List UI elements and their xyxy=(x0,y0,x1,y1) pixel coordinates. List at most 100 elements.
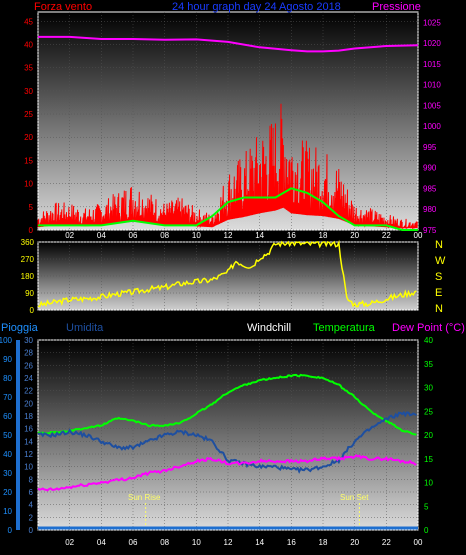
pressure-y-tick: 1005 xyxy=(423,101,441,110)
wind-left-label: Forza vento xyxy=(34,1,92,13)
rain-y-tick: 70 xyxy=(3,393,12,402)
x-tick: 08 xyxy=(160,538,169,547)
direction-y-tick: 0 xyxy=(30,306,35,315)
windchill-label: Windchill xyxy=(247,322,291,334)
rain-y-tick: 80 xyxy=(3,374,12,383)
x-tick: 12 xyxy=(224,538,233,547)
rain-y-tick: 50 xyxy=(3,431,12,440)
compass-label: W xyxy=(435,255,446,267)
x-tick: 04 xyxy=(97,538,106,547)
x-tick: 08 xyxy=(160,231,169,240)
humidity-y-tick: 20 xyxy=(24,399,33,408)
rain-y-tick: 100 xyxy=(0,336,13,345)
dewpoint-label: Dew Point (°C) xyxy=(392,322,465,334)
compass-label: N xyxy=(435,239,443,251)
temperature-label: Temperatura xyxy=(313,322,376,334)
direction-y-tick: 360 xyxy=(21,238,35,247)
temp-y-tick: 10 xyxy=(424,479,433,488)
wind-y-tick: 10 xyxy=(24,180,33,189)
humidity-y-tick: 6 xyxy=(29,488,34,497)
rain-y-tick: 40 xyxy=(3,450,12,459)
wind-y-tick: 40 xyxy=(24,40,33,49)
pressure-y-tick: 975 xyxy=(423,226,437,235)
wind-y-tick: 0 xyxy=(29,226,34,235)
humidity-y-tick: 14 xyxy=(24,437,33,446)
series-wind-average xyxy=(38,187,418,231)
sunrise-label: Sun Rise xyxy=(128,493,161,502)
humidity-y-tick: 16 xyxy=(24,425,33,434)
humidity-y-tick: 30 xyxy=(24,336,33,345)
x-tick: 22 xyxy=(382,538,391,547)
humidity-y-tick: 0 xyxy=(29,526,34,535)
x-tick: 10 xyxy=(192,538,201,547)
pressure-y-tick: 985 xyxy=(423,184,437,193)
x-tick: 00 xyxy=(414,538,423,547)
temp-y-tick: 40 xyxy=(424,336,433,345)
x-tick: 20 xyxy=(350,231,359,240)
wind-y-tick: 45 xyxy=(24,17,33,26)
x-tick: 02 xyxy=(65,538,74,547)
x-tick: 22 xyxy=(382,231,391,240)
rain-y-tick: 30 xyxy=(3,469,12,478)
pressure-y-tick: 1010 xyxy=(423,81,441,90)
direction-y-tick: 90 xyxy=(25,289,34,298)
x-tick: 18 xyxy=(319,231,328,240)
wind-chart-title: 24 hour graph day 24 Agosto 2018 xyxy=(172,1,341,13)
temp-y-tick: 30 xyxy=(424,384,433,393)
x-tick: 14 xyxy=(255,231,264,240)
x-tick: 16 xyxy=(287,538,296,547)
humidity-y-tick: 2 xyxy=(29,513,34,522)
humidity-y-tick: 10 xyxy=(24,463,33,472)
temp-y-tick: 25 xyxy=(424,407,433,416)
wind-y-tick: 35 xyxy=(24,64,33,73)
compass-label: N xyxy=(435,303,443,315)
humidity-y-tick: 24 xyxy=(24,374,33,383)
temp-panel-background xyxy=(37,339,419,531)
pressure-label: Pressione xyxy=(372,1,421,13)
x-tick: 10 xyxy=(192,231,201,240)
compass-label: E xyxy=(435,287,442,299)
sunset-label: Sun Set xyxy=(340,493,369,502)
wind-y-tick: 25 xyxy=(24,110,33,119)
humidity-y-tick: 28 xyxy=(24,349,33,358)
humidity-y-tick: 26 xyxy=(24,361,33,370)
pressure-y-tick: 995 xyxy=(423,143,437,152)
rain-label: Pioggia xyxy=(1,322,39,334)
humidity-label: Umidita xyxy=(66,322,104,334)
x-tick: 06 xyxy=(129,231,138,240)
compass-label: S xyxy=(435,271,442,283)
direction-y-tick: 270 xyxy=(21,255,35,264)
pressure-y-tick: 1015 xyxy=(423,60,441,69)
series-dew-point xyxy=(37,453,417,492)
series-pressione xyxy=(38,35,419,53)
pressure-y-tick: 990 xyxy=(423,164,437,173)
humidity-y-tick: 12 xyxy=(24,450,33,459)
wind-y-tick: 5 xyxy=(29,203,34,212)
x-tick: 00 xyxy=(414,231,423,240)
temp-y-tick: 35 xyxy=(424,360,433,369)
series-umidita xyxy=(37,411,417,474)
pressure-y-tick: 1025 xyxy=(423,18,441,27)
temp-y-tick: 0 xyxy=(424,526,429,535)
series-wind-direction xyxy=(37,239,417,308)
rain-y-tick: 10 xyxy=(3,507,12,516)
rain-y-tick: 90 xyxy=(3,355,12,364)
humidity-y-tick: 18 xyxy=(24,412,33,421)
rain-y-tick: 0 xyxy=(8,526,13,535)
humidity-y-tick: 8 xyxy=(29,475,34,484)
x-tick: 04 xyxy=(97,231,106,240)
temp-y-tick: 20 xyxy=(424,431,433,440)
x-tick: 14 xyxy=(255,538,264,547)
temp-y-tick: 5 xyxy=(424,502,429,511)
pressure-y-tick: 1020 xyxy=(423,39,441,48)
wind-y-tick: 30 xyxy=(24,87,33,96)
x-tick: 12 xyxy=(224,231,233,240)
humidity-y-tick: 22 xyxy=(24,387,33,396)
temp-y-tick: 15 xyxy=(424,455,433,464)
x-tick: 02 xyxy=(65,231,74,240)
rain-y-tick: 60 xyxy=(3,412,12,421)
direction-y-tick: 180 xyxy=(21,272,35,281)
rain-scale-bar xyxy=(16,340,20,530)
wind-y-tick: 15 xyxy=(24,156,33,165)
